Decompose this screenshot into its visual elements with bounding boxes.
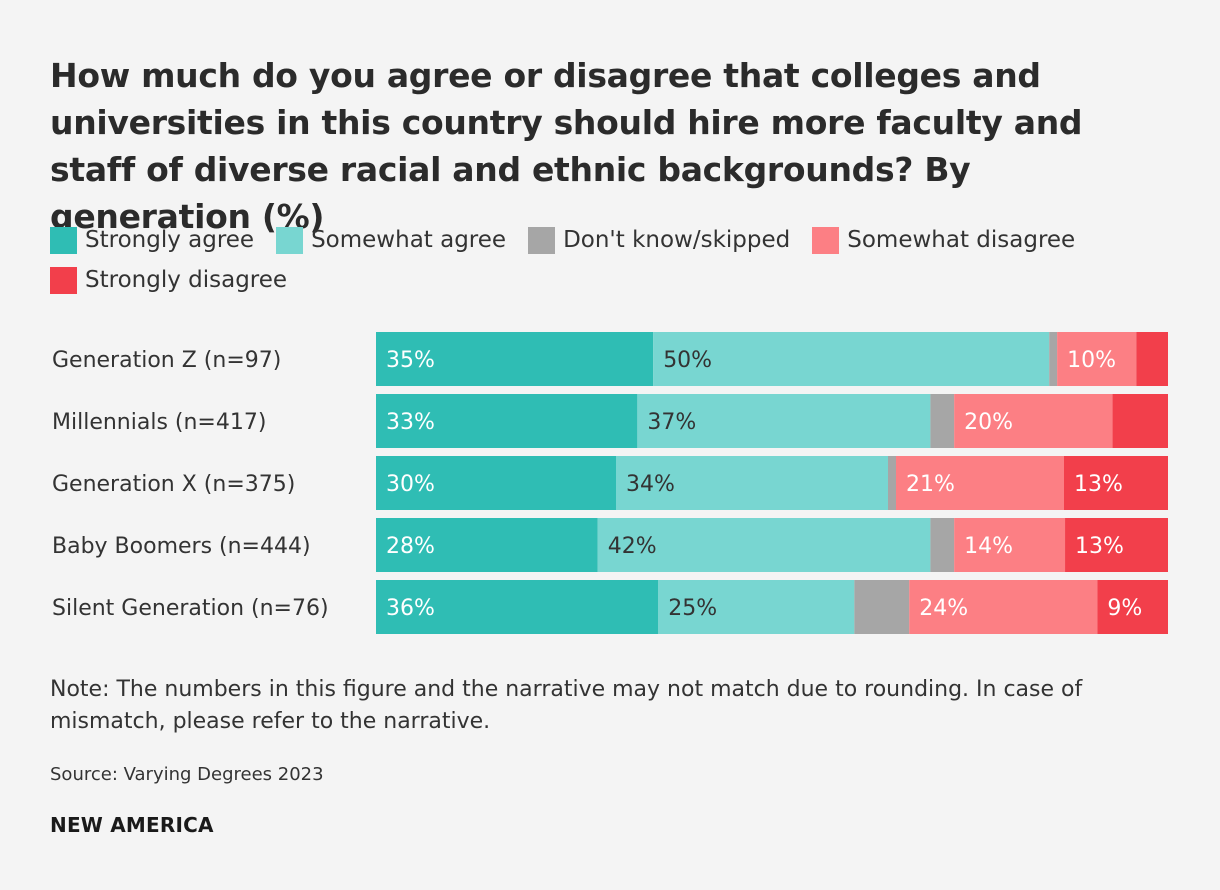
data-label-somewhat-agree-silent-generation-n-76: 25% [668, 596, 717, 621]
bar-segment-somewhat-agree-generation-x-n-375 [616, 456, 888, 510]
bar-segment-don-t-know-skipped-baby-boomers-n-444 [930, 518, 955, 572]
bar-segment-strongly-disagree-generation-x-n-375 [1064, 456, 1168, 510]
data-label-somewhat-agree-baby-boomers-n-444: 42% [608, 534, 657, 559]
bar-segment-strongly-agree-baby-boomers-n-444 [376, 518, 598, 572]
bar-segment-somewhat-disagree-millennials-n-417 [954, 394, 1113, 448]
data-label-somewhat-agree-millennials-n-417: 37% [647, 410, 696, 435]
category-label-generation-z-n-97: Generation Z (n=97) [52, 348, 281, 373]
chart-note: Note: The numbers in this figure and the… [50, 677, 1083, 734]
legend-item-dont-know: Don't know/skipped [528, 226, 790, 254]
data-label-somewhat-disagree-baby-boomers-n-444: 14% [964, 534, 1013, 559]
bar-segment-somewhat-disagree-silent-generation-n-76 [909, 580, 1098, 634]
bar-segment-somewhat-agree-silent-generation-n-76 [658, 580, 855, 634]
bar-segment-strongly-disagree-millennials-n-417 [1112, 394, 1168, 448]
bar-segment-don-t-know-skipped-generation-z-n-97 [1049, 332, 1058, 386]
chart-source: Source: Varying Degrees 2023 [50, 764, 324, 785]
bar-segment-strongly-agree-millennials-n-417 [376, 394, 638, 448]
category-label-millennials-n-417: Millennials (n=417) [52, 410, 266, 435]
legend: Strongly agree Somewhat agree Don't know… [50, 226, 1180, 294]
data-label-strongly-agree-silent-generation-n-76: 36% [386, 596, 435, 621]
data-label-somewhat-disagree-generation-z-n-97: 10% [1067, 348, 1116, 373]
data-label-strongly-agree-millennials-n-417: 33% [386, 410, 435, 435]
data-label-strongly-agree-generation-x-n-375: 30% [386, 472, 435, 497]
bar-segment-strongly-disagree-generation-z-n-97 [1136, 332, 1168, 386]
bar-segment-somewhat-disagree-generation-z-n-97 [1057, 332, 1137, 386]
legend-label-strongly-disagree: Strongly disagree [85, 267, 288, 293]
data-label-somewhat-agree-generation-z-n-97: 50% [663, 348, 712, 373]
legend-label-strongly-agree: Strongly agree [85, 227, 255, 253]
legend-item-strongly-disagree: Strongly disagree [50, 266, 287, 294]
bar-segment-strongly-agree-generation-x-n-375 [376, 456, 616, 510]
legend-swatch-somewhat-disagree [812, 226, 840, 254]
bar-segment-don-t-know-skipped-millennials-n-417 [930, 394, 955, 448]
bar-segment-somewhat-disagree-generation-x-n-375 [896, 456, 1064, 510]
category-label-generation-x-n-375: Generation X (n=375) [52, 472, 295, 497]
category-label-silent-generation-n-76: Silent Generation (n=76) [52, 596, 329, 621]
legend-label-somewhat-agree: Somewhat agree [311, 227, 507, 253]
bar-segment-don-t-know-skipped-generation-x-n-375 [888, 456, 896, 510]
legend-label-somewhat-disagree: Somewhat disagree [847, 227, 1076, 253]
bar-segment-somewhat-agree-generation-z-n-97 [653, 332, 1050, 386]
category-label-baby-boomers-n-444: Baby Boomers (n=444) [52, 534, 311, 559]
bar-segment-somewhat-disagree-baby-boomers-n-444 [954, 518, 1066, 572]
data-label-strongly-agree-baby-boomers-n-444: 28% [386, 534, 435, 559]
data-label-strongly-disagree-baby-boomers-n-444: 13% [1075, 534, 1124, 559]
data-label-somewhat-agree-generation-x-n-375: 34% [626, 472, 675, 497]
legend-label-dont-know: Don't know/skipped [563, 227, 791, 253]
data-label-strongly-disagree-silent-generation-n-76: 9% [1107, 596, 1142, 621]
bar-segment-strongly-agree-silent-generation-n-76 [376, 580, 659, 634]
data-label-strongly-agree-generation-z-n-97: 35% [386, 348, 435, 373]
legend-swatch-strongly-agree [50, 226, 77, 254]
chart-title: How much do you agree or disagree that c… [50, 56, 1083, 236]
bar-segment-don-t-know-skipped-silent-generation-n-76 [854, 580, 910, 634]
data-label-somewhat-disagree-silent-generation-n-76: 24% [919, 596, 968, 621]
legend-swatch-somewhat-agree [276, 226, 304, 254]
data-label-somewhat-disagree-millennials-n-417: 20% [964, 410, 1013, 435]
data-label-somewhat-disagree-generation-x-n-375: 21% [906, 472, 955, 497]
legend-swatch-strongly-disagree [50, 266, 77, 294]
bar-segment-strongly-disagree-silent-generation-n-76 [1097, 580, 1168, 634]
bar-segment-strongly-disagree-baby-boomers-n-444 [1065, 518, 1168, 572]
legend-item-somewhat-disagree: Somewhat disagree [812, 226, 1075, 254]
data-label-strongly-disagree-generation-x-n-375: 13% [1074, 472, 1123, 497]
legend-item-somewhat-agree: Somewhat agree [276, 226, 506, 254]
legend-swatch-dont-know [528, 226, 556, 254]
brand-logo-text: NEW AMERICA [50, 813, 214, 837]
legend-item-strongly-agree: Strongly agree [50, 226, 254, 254]
bar-segment-somewhat-agree-millennials-n-417 [637, 394, 931, 448]
bar-segment-strongly-agree-generation-z-n-97 [376, 332, 654, 386]
bar-segment-somewhat-agree-baby-boomers-n-444 [597, 518, 931, 572]
